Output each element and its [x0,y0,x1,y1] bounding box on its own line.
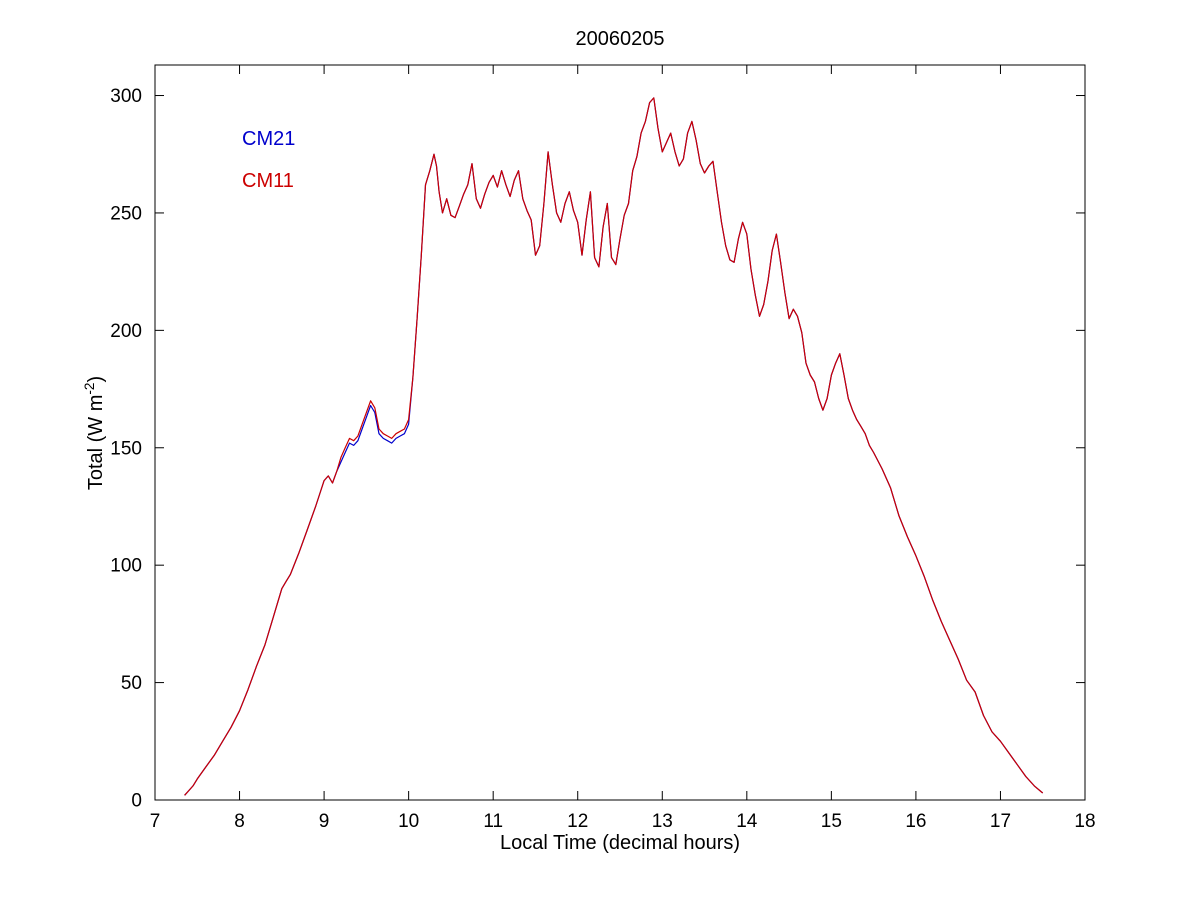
svg-text:50: 50 [121,673,142,694]
legend-entry-cm21: CM21 [242,128,296,150]
svg-text:0: 0 [131,791,142,812]
svg-text:14: 14 [736,811,758,832]
svg-text:17: 17 [990,811,1011,832]
svg-text:100: 100 [110,556,142,577]
chart-title: 20060205 [575,28,665,50]
x-ticks [154,65,1086,800]
svg-text:250: 250 [110,203,142,224]
svg-text:8: 8 [234,811,245,832]
series-line-cm11 [184,97,1044,796]
legend-entry-cm11: CM11 [242,170,294,192]
svg-text:12: 12 [567,811,588,832]
legend: CM21 CM11 [242,118,295,202]
series-line-cm21 [184,97,1044,796]
y-axis-label: Total (W m-2) [82,376,108,490]
svg-text:15: 15 [821,811,842,832]
axes-box [154,64,1086,801]
svg-text:10: 10 [398,811,419,832]
y-axis-label-suffix: ) [84,375,107,383]
svg-text:11: 11 [483,811,503,832]
y-axis-label-exponent: -2 [82,382,98,395]
svg-text:7: 7 [150,811,161,832]
svg-text:18: 18 [1074,811,1095,832]
x-tick-labels: 7 8 9 10 11 12 13 14 15 16 17 18 [150,811,1096,832]
y-tick-labels: 0 50 100 150 200 250 300 [110,86,142,811]
svg-text:300: 300 [110,86,142,107]
svg-text:13: 13 [652,811,673,832]
svg-text:9: 9 [319,811,330,832]
svg-text:16: 16 [905,811,926,832]
x-axis-label: Local Time (decimal hours) [499,832,741,854]
svg-text:150: 150 [110,438,142,459]
y-axis-label-prefix: Total (W m [84,394,107,491]
series-lines [184,97,1044,796]
y-ticks [155,95,1085,801]
svg-text:200: 200 [110,321,142,342]
